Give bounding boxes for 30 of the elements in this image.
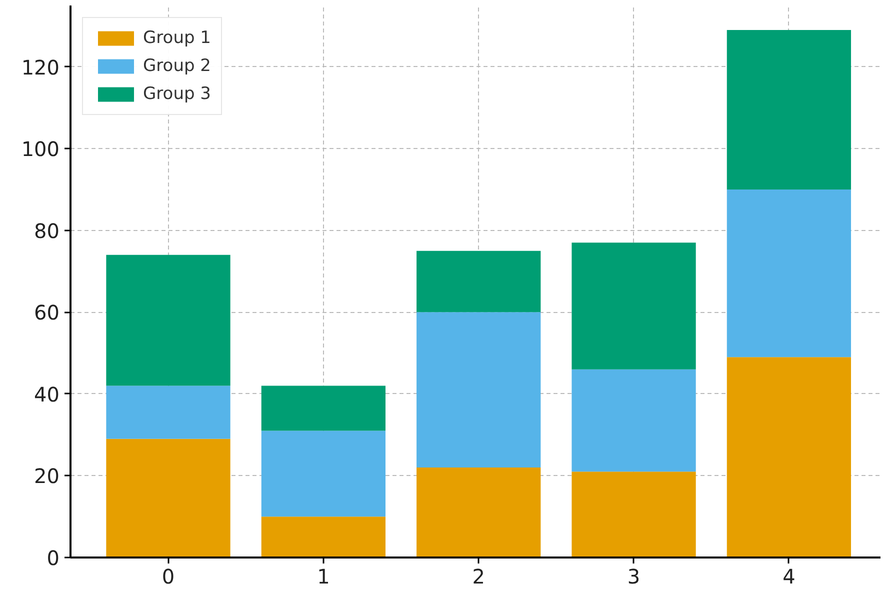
bar xyxy=(416,250,541,312)
bar xyxy=(416,468,541,558)
y-tick-label: 0 xyxy=(46,546,60,570)
bar xyxy=(261,430,386,517)
y-tick-label: 40 xyxy=(34,382,60,406)
bar xyxy=(726,30,852,190)
x-tick-label: 3 xyxy=(627,564,640,588)
bar xyxy=(416,312,541,468)
x-tick-label: 4 xyxy=(782,564,796,588)
bar xyxy=(261,386,386,431)
legend-label: Group 2 xyxy=(143,56,211,76)
bar xyxy=(106,438,230,558)
bar xyxy=(572,369,696,472)
bar xyxy=(726,190,852,358)
bar xyxy=(572,472,696,558)
legend-label: Group 3 xyxy=(143,84,211,104)
bar xyxy=(726,357,852,558)
bar xyxy=(572,242,696,370)
legend-label: Group 1 xyxy=(143,28,211,48)
x-tick-label: 1 xyxy=(317,564,330,588)
y-tick-label: 120 xyxy=(21,55,60,80)
y-tick-label: 100 xyxy=(21,137,60,162)
y-tick-label: 20 xyxy=(34,464,60,488)
x-tick-label: 0 xyxy=(162,564,175,588)
bar xyxy=(106,386,230,439)
y-tick-label: 60 xyxy=(34,300,60,325)
bar xyxy=(106,254,230,386)
y-tick-label: 80 xyxy=(34,218,60,243)
x-tick-label: 2 xyxy=(472,564,485,588)
bar xyxy=(261,516,386,558)
